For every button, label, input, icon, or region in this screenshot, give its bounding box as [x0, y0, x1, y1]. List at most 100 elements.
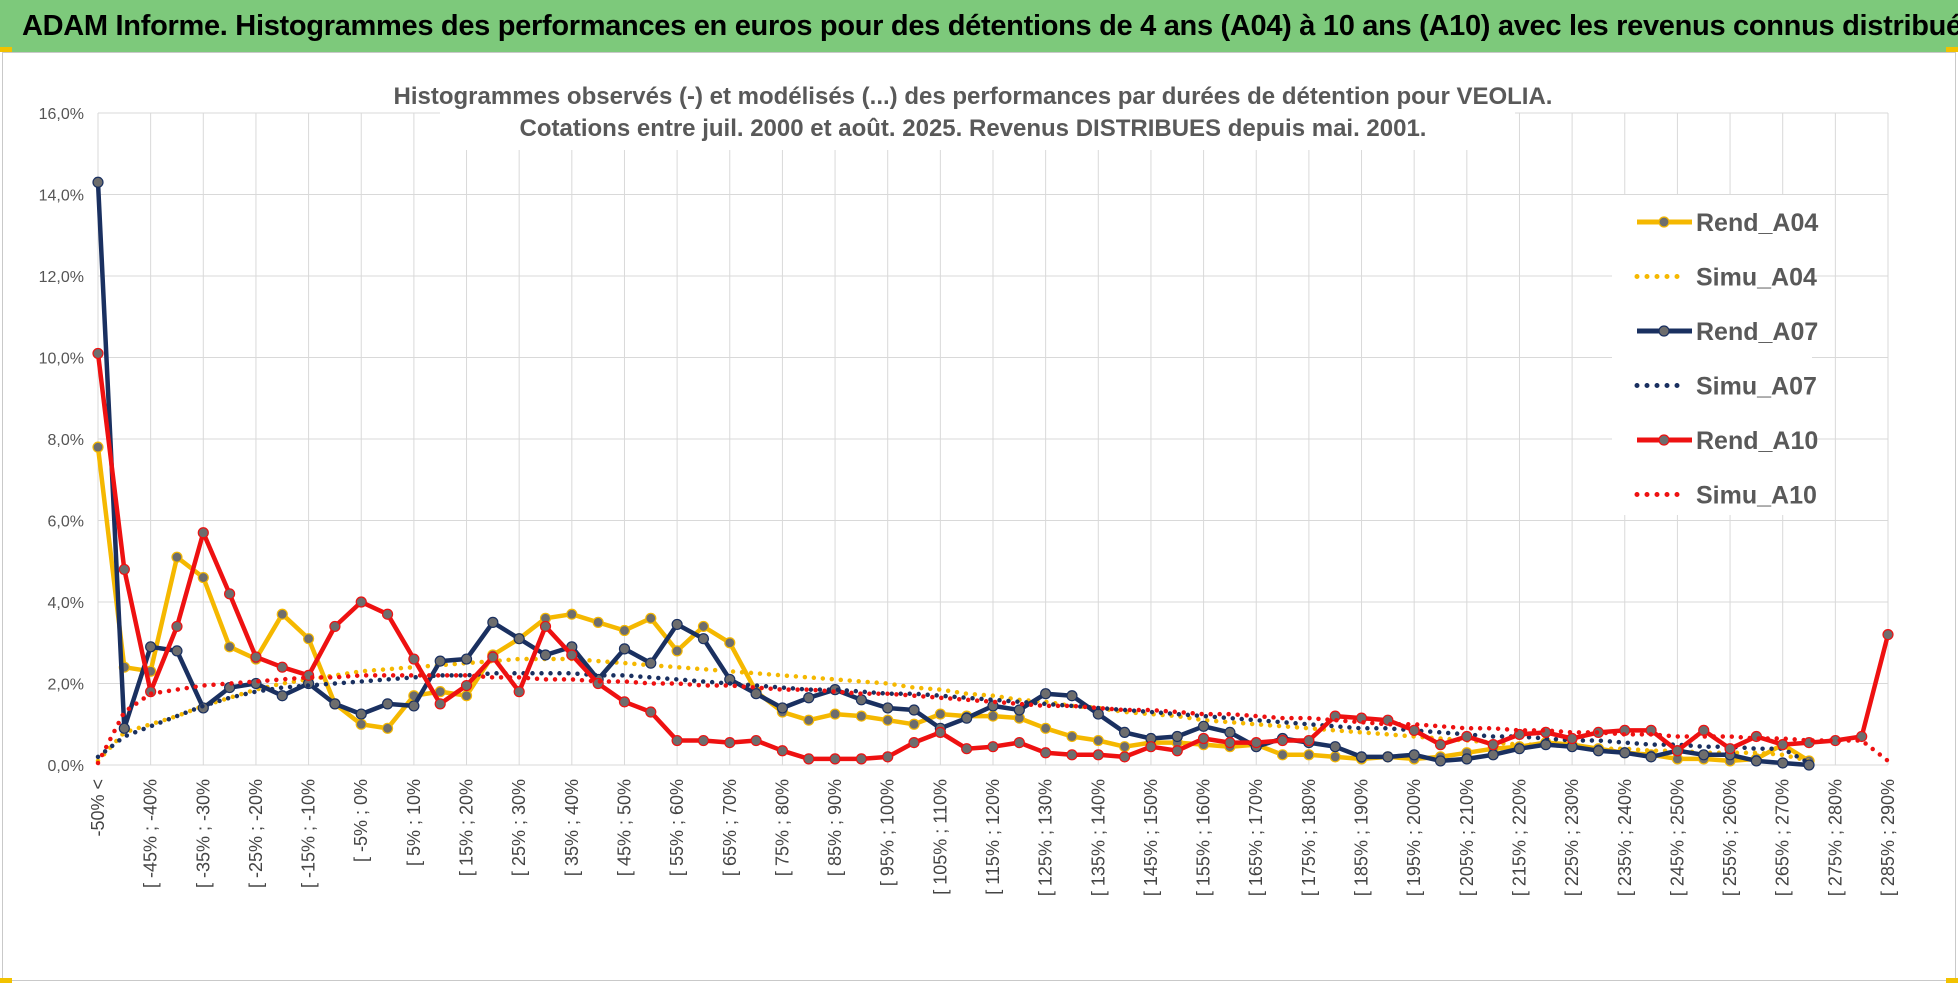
x-tick-label: -50% <	[88, 779, 108, 837]
data-point	[92, 441, 104, 453]
legend-marker	[1658, 325, 1670, 337]
data-point	[1619, 747, 1631, 759]
data-point	[1329, 741, 1341, 753]
data-point	[381, 608, 394, 620]
data-point	[908, 704, 920, 716]
data-point	[1408, 724, 1420, 736]
data-point	[1092, 749, 1104, 761]
data-point	[1487, 739, 1499, 751]
y-tick-label: 14,0%	[39, 188, 84, 205]
series-line	[95, 671, 1812, 766]
data-point	[355, 596, 367, 608]
data-point	[381, 698, 394, 710]
corner-mark-bottom-right	[1946, 978, 1958, 983]
data-point	[855, 694, 867, 706]
data-point	[1750, 755, 1762, 767]
legend-label: Rend_A07	[1696, 318, 1818, 346]
data-point	[1698, 724, 1710, 736]
x-tick-label: [ 285% ; 290%	[1878, 779, 1898, 896]
data-point	[434, 655, 446, 667]
y-tick-label: 0,0%	[48, 758, 84, 775]
data-point	[724, 637, 736, 649]
data-point	[171, 620, 183, 633]
x-tick-label: [ 255% ; 260%	[1720, 779, 1740, 896]
data-point	[908, 718, 920, 730]
data-point	[1119, 751, 1131, 763]
data-point	[408, 653, 420, 665]
data-point	[1171, 745, 1183, 757]
data-point	[92, 347, 104, 360]
data-point	[803, 753, 815, 765]
data-point	[539, 649, 552, 661]
x-tick-label: [ 15% ; 20%	[457, 779, 477, 876]
legend-label: Simu_A10	[1696, 482, 1817, 510]
data-point	[750, 734, 762, 747]
data-point	[224, 588, 236, 600]
series-Simu_A04	[95, 656, 1812, 764]
y-tick-label: 2,0%	[48, 677, 84, 694]
legend-item: Simu_A07	[1634, 373, 1817, 401]
data-point	[1329, 751, 1341, 763]
x-tick-label: [ 85% ; 90%	[825, 779, 845, 876]
data-point	[1040, 747, 1052, 759]
y-tick-label: 10,0%	[39, 351, 84, 368]
data-point	[118, 563, 130, 576]
series-line	[95, 182, 1810, 768]
data-point	[776, 745, 789, 757]
data-point	[645, 657, 657, 669]
series-Simu_A10	[95, 673, 1891, 766]
chart-title-line: Histogrammes observés (-) et modélisés (…	[394, 83, 1553, 110]
data-point	[592, 616, 604, 628]
data-point	[1066, 749, 1078, 761]
data-point	[1434, 739, 1447, 751]
series-Rend_A07	[92, 176, 1815, 771]
x-tick-label: [ 215% ; 220%	[1509, 779, 1529, 896]
legend-item: Rend_A04	[1637, 209, 1818, 237]
data-point	[1197, 732, 1210, 745]
data-point	[882, 751, 894, 763]
chart-title: Histogrammes observés (-) et modélisés (…	[394, 74, 1553, 150]
data-point	[92, 176, 104, 188]
x-tick-label: [ 135% ; 140%	[1088, 779, 1108, 896]
series-line	[95, 673, 1891, 766]
data-point	[329, 620, 341, 633]
data-point	[1040, 722, 1052, 734]
data-point	[276, 608, 288, 620]
x-tick-label: [ -35% ; -30%	[193, 779, 213, 888]
x-tick-label: [ 75% ; 80%	[772, 779, 792, 876]
legend-marker	[1658, 216, 1670, 228]
chart-title-line: Cotations entre juil. 2000 et août. 2025…	[520, 115, 1427, 142]
data-point	[460, 690, 473, 702]
data-point	[776, 702, 789, 714]
data-point	[355, 718, 367, 730]
data-point	[1013, 736, 1025, 749]
data-point	[566, 649, 578, 661]
data-point	[1408, 749, 1420, 761]
data-point	[408, 700, 420, 712]
data-point	[645, 706, 657, 718]
data-point	[1119, 726, 1131, 739]
x-tick-label: [ 275% ; 280%	[1825, 779, 1845, 896]
series-Simu_A07	[95, 671, 1812, 766]
data-point	[460, 653, 473, 665]
x-tick-label: [ 205% ; 210%	[1457, 779, 1477, 896]
x-tick-label: [ 105% ; 110%	[930, 779, 950, 895]
data-point	[697, 633, 710, 645]
legend-background	[1612, 195, 1812, 515]
data-point	[592, 677, 604, 690]
data-point	[487, 651, 499, 663]
data-point	[1013, 704, 1025, 716]
data-point	[671, 645, 683, 657]
data-point	[118, 722, 130, 734]
x-tick-label: [ 35% ; 40%	[562, 779, 582, 876]
data-point	[539, 620, 552, 633]
data-point	[1303, 749, 1315, 761]
chart-frame	[2, 52, 1956, 981]
data-point	[145, 641, 157, 653]
data-point	[1066, 690, 1078, 702]
legend-label: Rend_A04	[1696, 209, 1818, 237]
legend-item: Rend_A07	[1637, 318, 1818, 346]
data-point	[1092, 734, 1104, 747]
data-point	[1224, 726, 1236, 739]
data-point	[276, 661, 288, 673]
